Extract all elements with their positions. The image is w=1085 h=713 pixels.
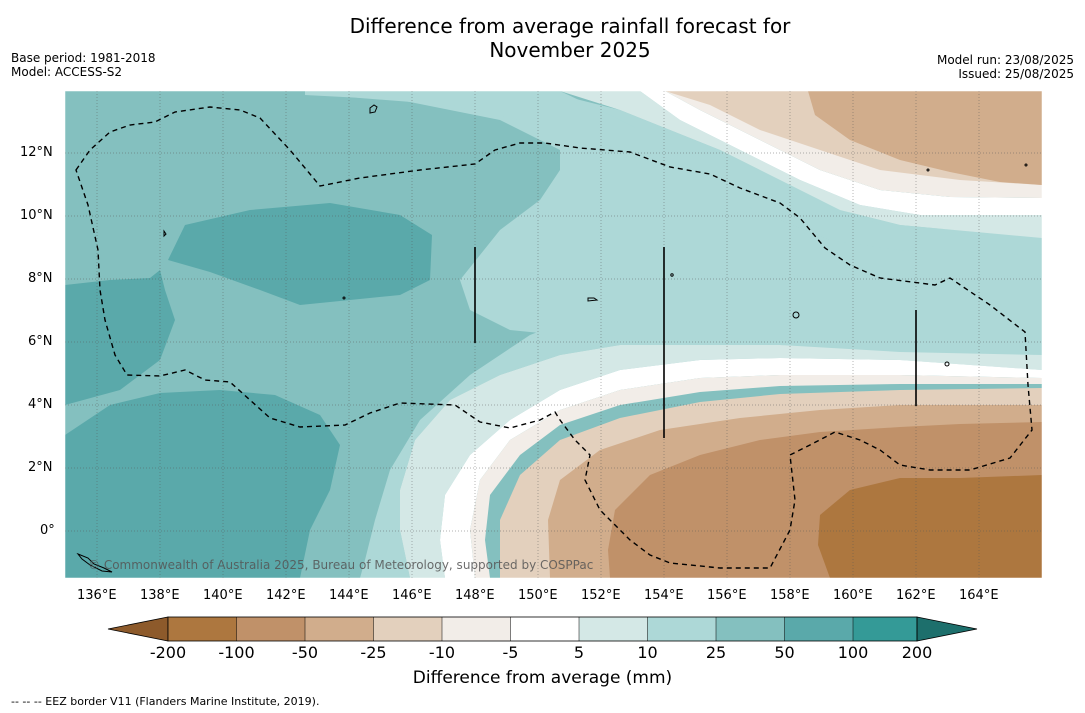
colorbar-min-arrow: [107, 616, 169, 642]
lon-label-158e: 158°E: [770, 588, 810, 603]
lat-label-12n: 12°N: [20, 145, 53, 160]
lat-label-0: 0°: [40, 523, 55, 538]
lon-label-154e: 154°E: [644, 588, 684, 603]
colorbar-label: -200: [149, 643, 187, 662]
lon-label-162e: 162°E: [896, 588, 936, 603]
copyright-credit: © Commonwealth of Australia 2025, Bureau…: [88, 558, 594, 572]
colorbar-seg-1: [168, 617, 237, 641]
wet-strong-blob-southwest: [65, 390, 340, 578]
wet-light-north-tail: [305, 91, 1042, 255]
eez-footnote: -- -- -- EEZ border V11 (Flanders Marine…: [11, 695, 320, 708]
colorbar-title: Difference from average (mm): [412, 668, 673, 688]
colorbar-label: 50: [774, 643, 795, 662]
lon-label-150e: 150°E: [518, 588, 558, 603]
colorbar-seg-7: [579, 617, 648, 641]
graticule: [65, 91, 1042, 578]
lon-label-136e: 136°E: [77, 588, 117, 603]
colorbar-label: 100: [837, 643, 869, 662]
colorbar-seg-9: [716, 617, 785, 641]
eez-border-palau-fsm: [75, 106, 1033, 569]
lon-label-142e: 142°E: [266, 588, 306, 603]
dry-strong-south: [818, 475, 1042, 578]
colorbar-seg-5: [442, 617, 511, 641]
lon-label-152e: 152°E: [581, 588, 621, 603]
lon-label-138e: 138°E: [140, 588, 180, 603]
colorbar-seg-8: [647, 617, 716, 641]
colorbar-max-arrow: [916, 616, 978, 642]
colorbar-label: -50: [291, 643, 319, 662]
colorbar: [107, 616, 978, 642]
lon-label-140e: 140°E: [203, 588, 243, 603]
colorbar-seg-4: [373, 617, 442, 641]
lat-label-4n: 4°N: [28, 397, 53, 412]
colorbar-seg-10: [784, 617, 853, 641]
wet-strong-blob-west: [65, 270, 175, 405]
colorbar-seg-11: [853, 617, 917, 641]
wet-strong-blob-north: [168, 203, 432, 305]
rainfall-anomaly-field: [65, 91, 1042, 578]
title-line-2: November 2025: [489, 38, 651, 62]
lon-label-146e: 146°E: [392, 588, 432, 603]
lat-label-6n: 6°N: [28, 334, 53, 349]
colorbar-label: -5: [502, 643, 519, 662]
lon-label-164e: 164°E: [959, 588, 999, 603]
lat-label-2n: 2°N: [28, 460, 53, 475]
lon-label-148e: 148°E: [455, 588, 495, 603]
lon-label-156e: 156°E: [707, 588, 747, 603]
colorbar-label: 10: [637, 643, 658, 662]
model-run: Model run: 23/08/2025: [936, 53, 1074, 67]
lon-label-160e: 160°E: [833, 588, 873, 603]
title-line-1: Difference from average rainfall forecas…: [349, 14, 791, 38]
colorbar-seg-3: [305, 617, 374, 641]
colorbar-label: -25: [360, 643, 387, 662]
colorbar-label: -10: [428, 643, 456, 662]
colorbar-label: 5: [573, 643, 585, 662]
colorbar-label: -100: [218, 643, 255, 662]
wet-light-band: [305, 91, 1042, 578]
run-info: Model run: 23/08/2025 Issued: 25/08/2025: [937, 53, 1074, 81]
lat-label-8n: 8°N: [28, 271, 53, 286]
colorbar-seg-6: [510, 617, 579, 641]
dry-light-north: [808, 91, 1042, 185]
model-name: Model: ACCESS-S2: [11, 65, 123, 79]
lat-label-10n: 10°N: [20, 208, 53, 223]
wet-faint-band-north: [560, 91, 1042, 238]
lon-label-144e: 144°E: [329, 588, 369, 603]
colorbar-border: [167, 616, 918, 642]
issued-date: Issued: 25/08/2025: [958, 67, 1074, 81]
base-period: Base period: 1981-2018: [11, 51, 156, 65]
map-frame: [64, 90, 1043, 579]
colorbar-seg-2: [236, 617, 305, 641]
colorbar-label: 25: [705, 643, 727, 662]
map-title: Difference from average rainfall forecas…: [270, 14, 870, 62]
neutral-band-north: [600, 91, 1042, 215]
model-info: Base period: 1981-2018 Model: ACCESS-S2: [11, 51, 156, 79]
islands: [76, 104, 1028, 573]
colorbar-labels: -200 -100 -50 -25 -10 -5 5 10 25 50 100 …: [0, 643, 1085, 663]
colorbar-label: 200: [901, 643, 933, 662]
